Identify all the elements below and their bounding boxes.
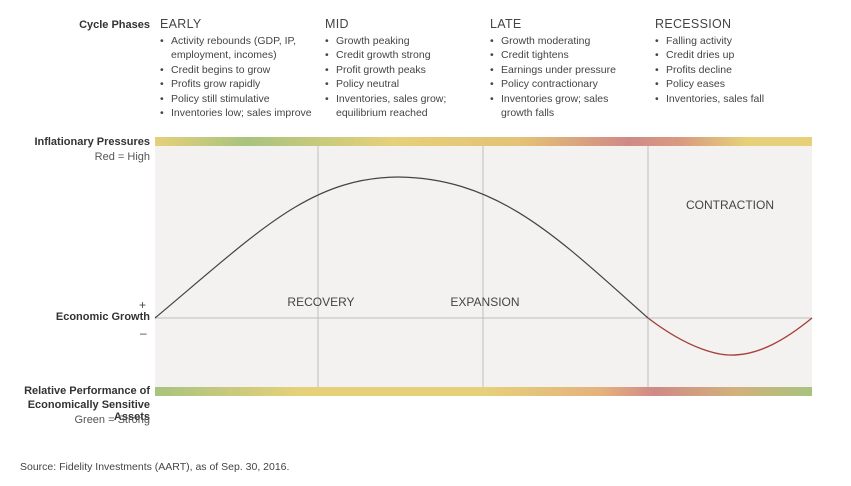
list-item: Policy contractionary [490, 77, 642, 92]
inflationary-pressures-bar [155, 137, 812, 146]
relative-performance-label-line2: Economically Sensitive Assets [27, 399, 150, 423]
list-item: Inventories low; sales improve [160, 106, 312, 121]
performance-scale-label: Green = Strong [74, 414, 150, 426]
list-item: Inventories, sales fall [655, 92, 811, 107]
growth-minus-sign: – [140, 326, 147, 340]
relative-performance-bar [155, 387, 812, 396]
list-item: Policy neutral [325, 77, 477, 92]
phase-late: LATE Growth moderating Credit tightens E… [490, 17, 642, 121]
expansion-curve [154, 176, 649, 319]
list-item: Falling activity [655, 34, 811, 49]
list-item: Activity rebounds (GDP, IP, employment, … [160, 34, 312, 63]
phase-bullets: Growth moderating Credit tightens Earnin… [490, 34, 642, 121]
source-note: Source: Fidelity Investments (AART), as … [20, 461, 290, 473]
list-item: Credit dries up [655, 48, 811, 63]
phase-recession: RECESSION Falling activity Credit dries … [655, 17, 811, 107]
phase-bullets: Growth peaking Credit growth strong Prof… [325, 34, 477, 121]
inflation-scale-label: Red = High [94, 151, 150, 163]
list-item: Policy still stimulative [160, 92, 312, 107]
contraction-curve [647, 317, 813, 356]
list-item: Credit growth strong [325, 48, 477, 63]
cycle-phases-label: Cycle Phases [79, 19, 150, 31]
phase-title: LATE [490, 17, 522, 31]
list-item: Credit begins to grow [160, 63, 312, 78]
phase-mid: MID Growth peaking Credit growth strong … [325, 17, 477, 121]
phase-title: MID [325, 17, 349, 31]
list-item: Growth peaking [325, 34, 477, 49]
list-item: Growth moderating [490, 34, 642, 49]
list-item: Earnings under pressure [490, 63, 642, 78]
phase-title: EARLY [160, 17, 202, 31]
economic-growth-label: Economic Growth [55, 311, 150, 323]
list-item: Inventories, sales grow; equilibrium rea… [325, 92, 477, 121]
region-label-expansion: EXPANSION [450, 295, 519, 309]
relative-performance-label-line1: Relative Performance of [24, 385, 150, 397]
list-item: Profit growth peaks [325, 63, 477, 78]
inflationary-pressures-label: Inflationary Pressures [34, 136, 150, 148]
phase-bullets: Falling activity Credit dries up Profits… [655, 34, 811, 107]
list-item: Profits decline [655, 63, 811, 78]
phase-title: RECESSION [655, 17, 732, 31]
list-item: Inventories grow; sales growth falls [490, 92, 642, 121]
growth-plus-sign: + [139, 298, 147, 312]
region-label-contraction: CONTRACTION [686, 198, 774, 212]
list-item: Profits grow rapidly [160, 77, 312, 92]
region-label-recovery: RECOVERY [287, 295, 354, 309]
list-item: Credit tightens [490, 48, 642, 63]
phase-early: EARLY Activity rebounds (GDP, IP, employ… [160, 17, 312, 121]
list-item: Policy eases [655, 77, 811, 92]
phase-bullets: Activity rebounds (GDP, IP, employment, … [160, 34, 312, 121]
